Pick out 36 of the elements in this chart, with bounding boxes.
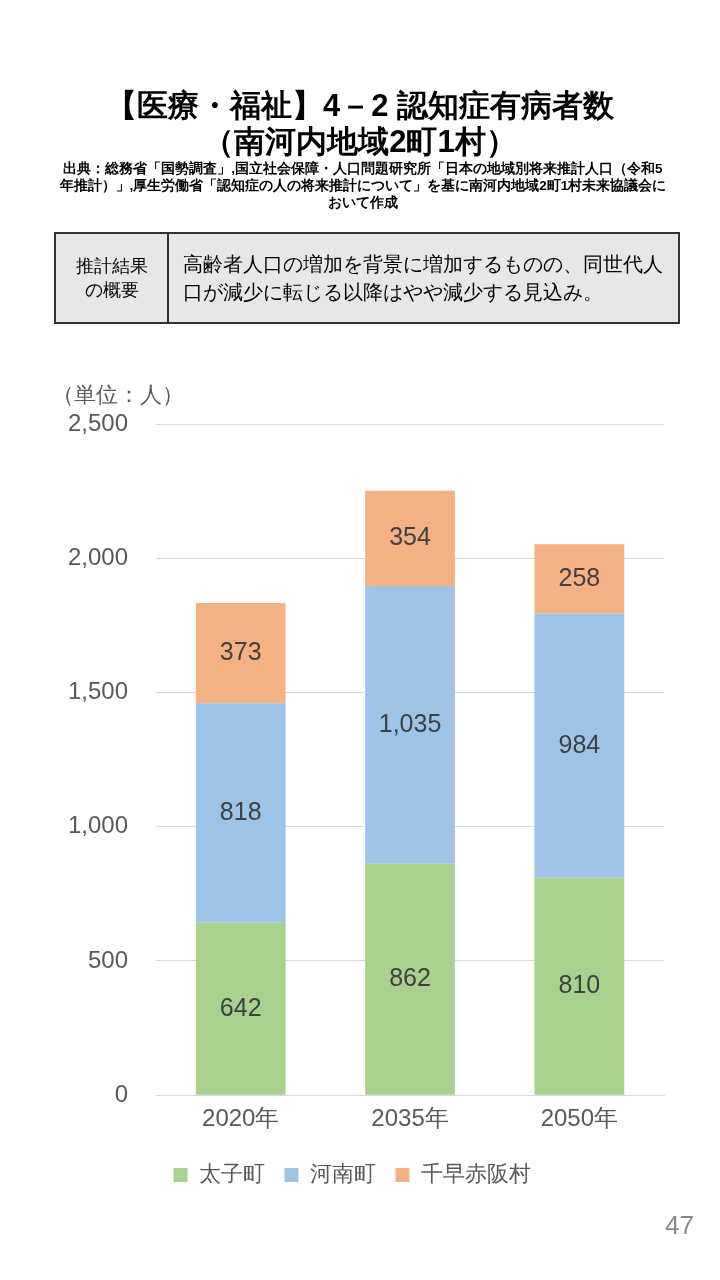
y-tick-label: 1,000 — [68, 811, 129, 839]
bar — [365, 585, 455, 864]
chart-subtitle: 出典：総務省「国勢調査」,国立社会保障・人口問題研究所「日本の地域別将来推計人口（令和5年推計）」,厚生労働省「認知症の人の将来推計について」を基に南河内地域2町1村未来協議会において作成 — [58, 160, 668, 211]
data-label: 810 — [558, 970, 601, 999]
data-label: 642 — [219, 992, 262, 1021]
text: 推計結果の概要 — [56, 234, 169, 322]
y-tick-label: 0 — [114, 1079, 129, 1107]
bar — [534, 613, 625, 878]
data-label: 818 — [219, 796, 262, 825]
bar — [195, 922, 286, 1095]
data-label: 984 — [558, 729, 601, 758]
x-tick-label: 2035年 — [371, 1104, 449, 1132]
bar — [365, 863, 455, 1095]
y-tick-label: 1,500 — [68, 677, 129, 705]
y-tick-label: 2,500 — [68, 408, 129, 436]
bar — [195, 703, 286, 923]
bar — [534, 544, 625, 614]
bar — [195, 603, 286, 704]
data-label: 373 — [219, 637, 262, 666]
chart-title: 【医療・福祉】4－2 認知症有病者数（南河内地域2町1村） — [104, 88, 616, 160]
bar — [534, 877, 625, 1095]
x-tick-label: 2050年 — [540, 1104, 619, 1132]
text: 47 — [665, 1210, 694, 1241]
x-tick-label: 2020年 — [202, 1104, 280, 1132]
data-label: 354 — [389, 522, 431, 551]
bar — [365, 490, 455, 586]
y-tick-label: 2,000 — [68, 542, 129, 570]
data-label: 258 — [558, 562, 601, 591]
legend-label: 河南町 — [309, 1161, 376, 1187]
text: 高齢者人口の増加を背景に増加するものの、同世代人口が減少に転じる以降はやや減少する見込み。 — [182, 252, 664, 305]
legend-label: 太子町 — [198, 1161, 265, 1187]
data-label: 862 — [389, 963, 431, 992]
y-axis-title: （単位：人） — [52, 382, 184, 408]
y-tick-label: 500 — [88, 945, 129, 973]
data-label: 1,035 — [378, 708, 442, 737]
legend-label: 千早赤阪村 — [420, 1161, 531, 1187]
